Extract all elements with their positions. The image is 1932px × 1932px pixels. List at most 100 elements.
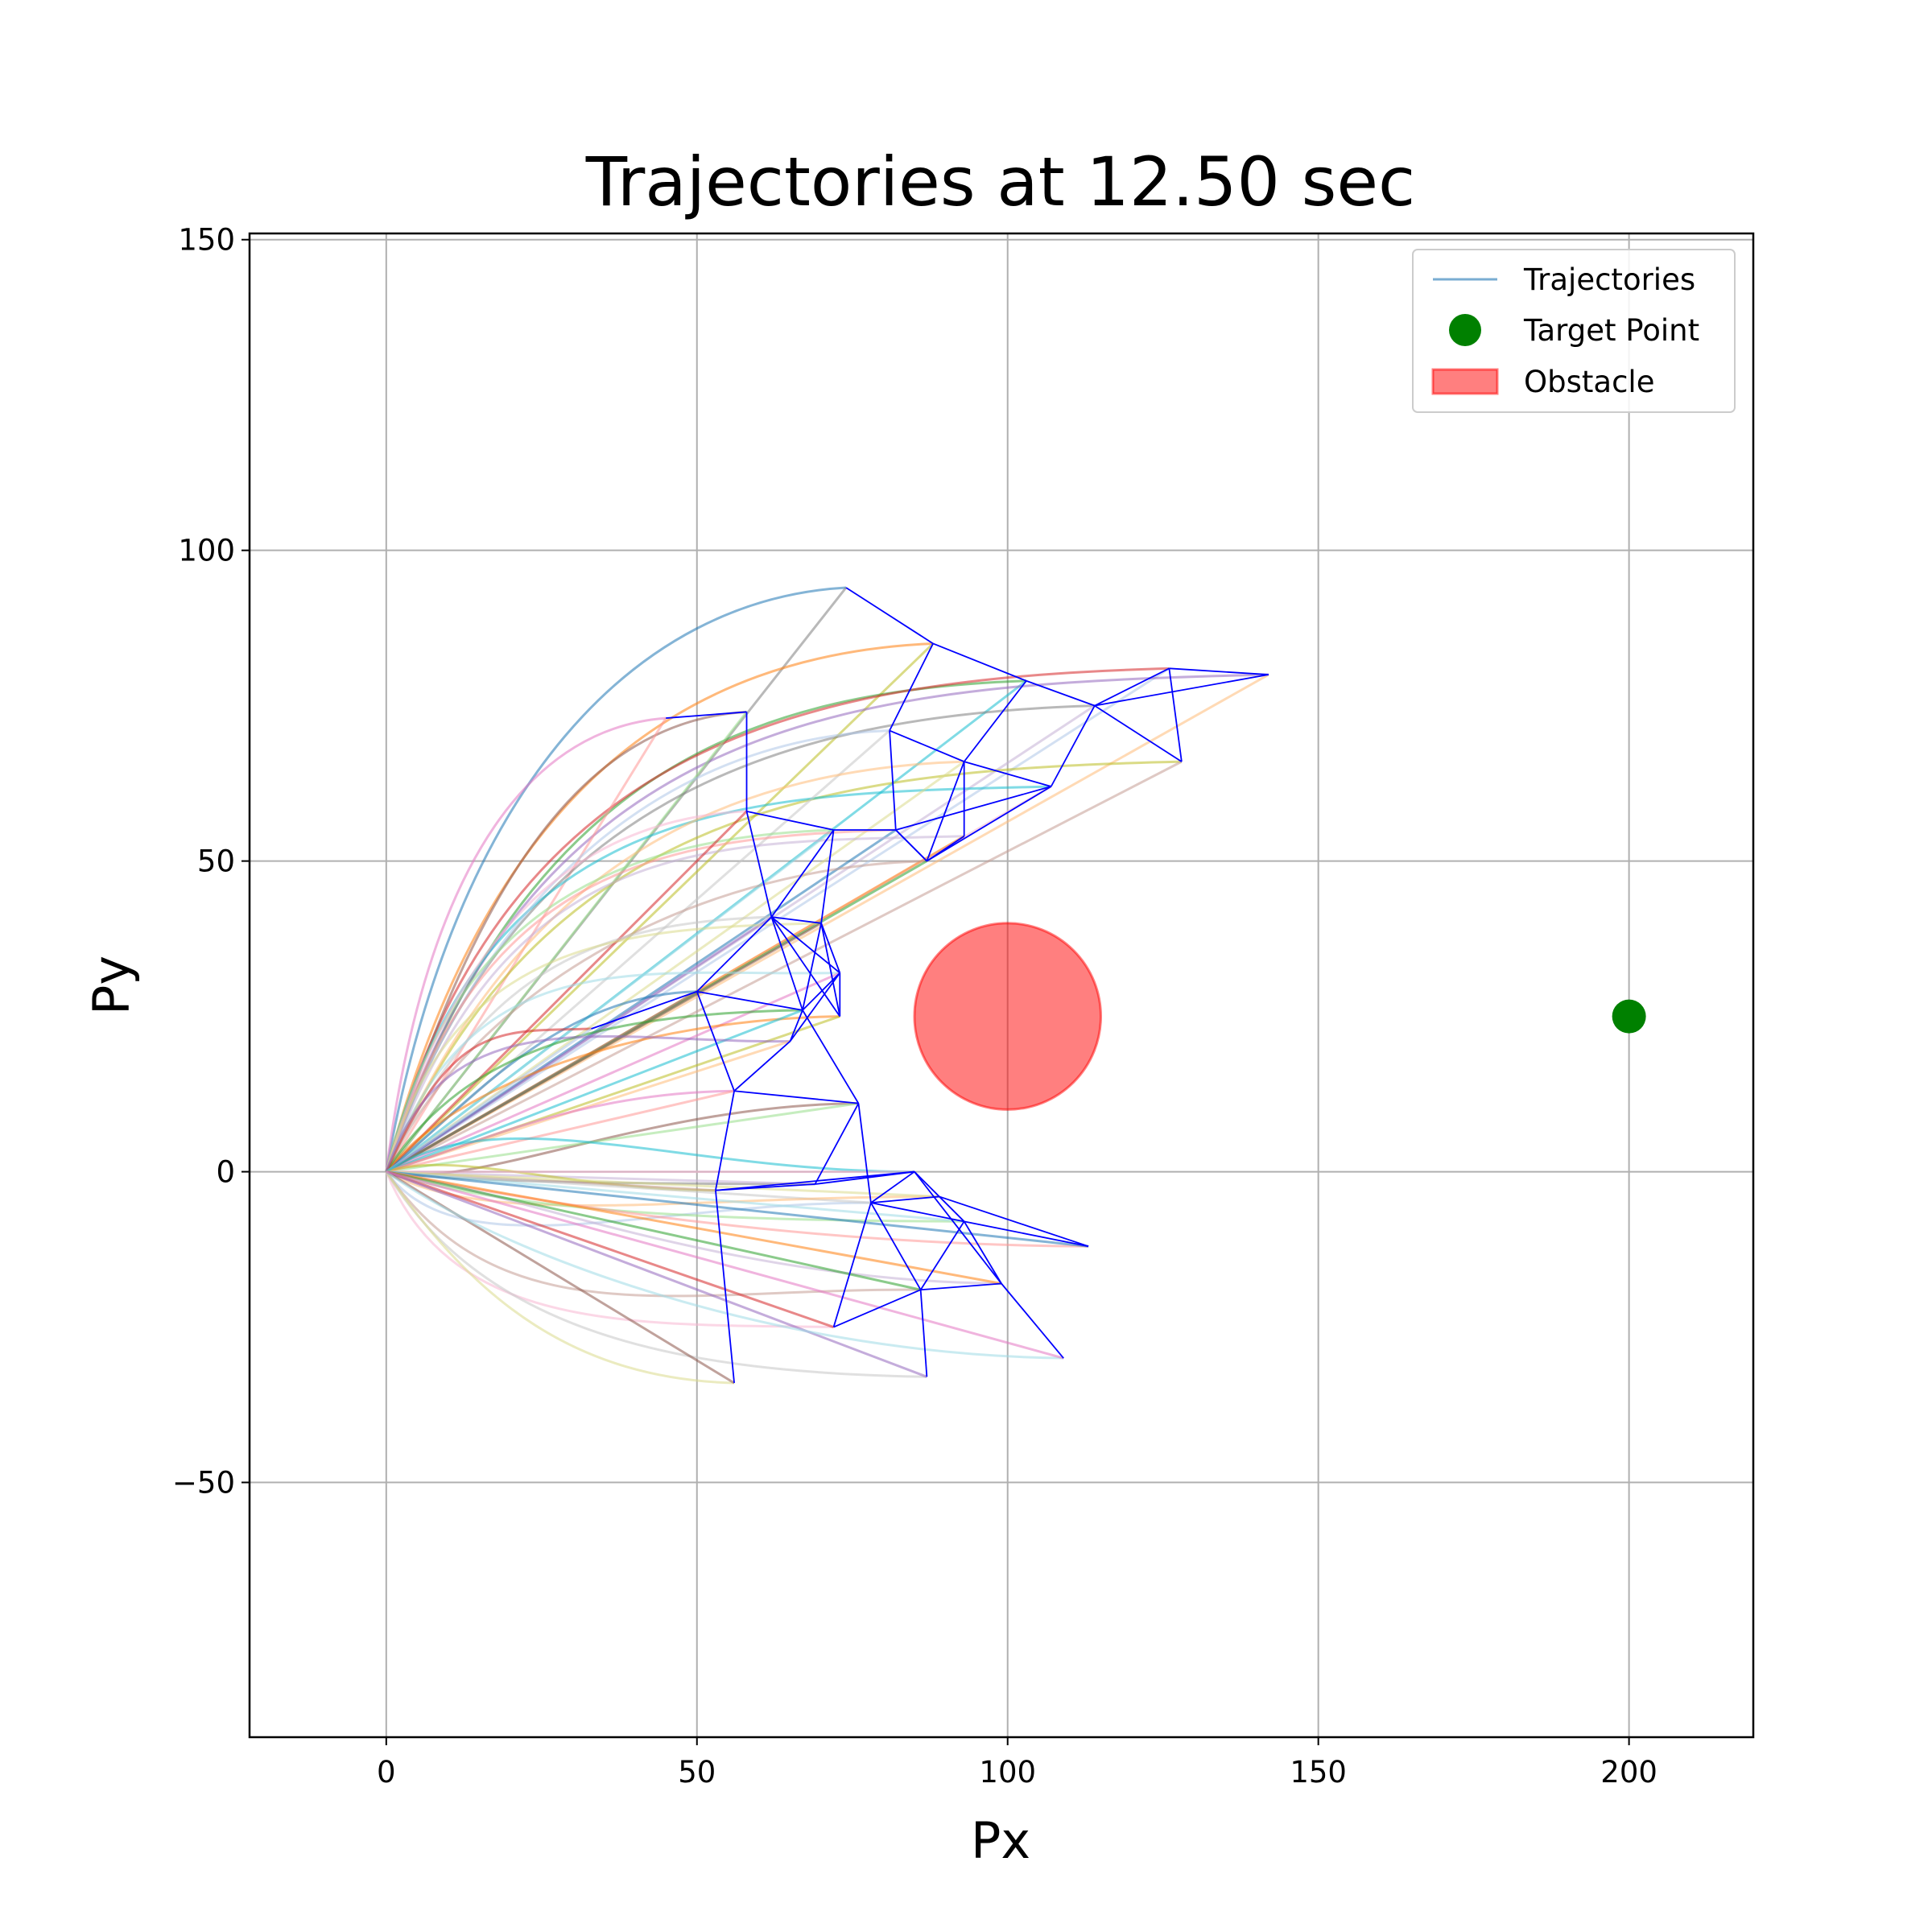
trajectories-layer	[385, 586, 1269, 1385]
network-edge	[895, 786, 1051, 831]
network-edge	[770, 916, 840, 974]
y-tick-label: −50	[172, 1466, 235, 1501]
network-edge	[789, 972, 841, 1042]
network-edge	[789, 1009, 803, 1042]
network-edge	[1094, 667, 1170, 707]
trajectory-line	[386, 1170, 1064, 1360]
plot-frame	[248, 232, 1755, 1739]
network-edge	[771, 916, 822, 924]
network-edge	[1168, 668, 1183, 762]
legend-trajectories-label: Trajectories	[1523, 262, 1695, 297]
x-tick-label: 50	[678, 1755, 716, 1790]
legend: Trajectories Target Point Obstacle	[1412, 249, 1736, 413]
trajectory-curve	[385, 922, 822, 1172]
network-edge	[814, 1103, 860, 1185]
network-edge	[920, 1282, 1002, 1291]
network-edge	[733, 1090, 859, 1104]
network-edge	[963, 1220, 1002, 1284]
trajectory-line	[385, 711, 748, 1173]
trajectory-line	[385, 915, 773, 1173]
trajectory-line	[385, 642, 935, 1173]
trajectory-curve	[385, 828, 896, 1173]
y-tick-label: 0	[216, 1155, 235, 1190]
network-edge	[857, 1103, 872, 1203]
network-edge	[715, 1170, 915, 1191]
network-edge	[715, 1091, 735, 1191]
network-edge	[820, 923, 841, 973]
trajectory-curve	[385, 760, 1182, 1173]
trajectory-line	[386, 1170, 921, 1291]
network-edge	[926, 761, 965, 861]
trajectory-line	[386, 1170, 835, 1328]
y-axis-label: Py	[82, 956, 141, 1015]
network-edge	[770, 916, 841, 1018]
network-edge	[666, 711, 747, 719]
network-edge	[895, 829, 928, 862]
trajectory-line	[386, 1170, 871, 1204]
x-axis-label: Px	[971, 1811, 1030, 1870]
legend-obstacle-label: Obstacle	[1524, 365, 1654, 399]
network-edge	[926, 786, 1052, 862]
trajectory-curve	[385, 1027, 592, 1173]
network-edge	[870, 1202, 964, 1223]
network-edge	[815, 1170, 915, 1185]
network-edge	[833, 1289, 922, 1328]
network-edge	[802, 923, 823, 1011]
trajectory-curve	[385, 586, 847, 1172]
trajectory-curve	[385, 860, 927, 1173]
trajectory-curve	[385, 1170, 1064, 1360]
trajectory-curve	[386, 1089, 735, 1174]
network-edge	[696, 990, 803, 1011]
trajectory-curve	[385, 760, 964, 1173]
trajectory-curve	[385, 835, 964, 1173]
network-edge	[964, 761, 1051, 787]
network-edge	[1094, 674, 1269, 707]
x-tick-label: 100	[979, 1755, 1036, 1790]
y-tick-label: 100	[178, 534, 235, 568]
trajectory-line	[385, 828, 835, 1173]
trajectory-line	[386, 760, 1183, 1173]
trajectory-curve	[385, 716, 667, 1172]
trajectory-curve	[385, 1015, 840, 1173]
trajectory-line	[386, 1089, 735, 1174]
network-edge	[845, 587, 934, 645]
network-edge	[802, 1009, 860, 1104]
network-edge	[914, 1171, 1002, 1285]
network-edge	[889, 729, 965, 762]
network-edge	[963, 680, 1027, 762]
formation-network-layer	[591, 587, 1269, 1384]
trajectory-curve	[385, 810, 747, 1172]
trajectory-curve	[385, 828, 834, 1172]
network-edge	[889, 730, 897, 831]
network-edge	[889, 643, 934, 731]
trajectory-line	[386, 1170, 939, 1198]
trajectory-curve	[385, 729, 890, 1173]
legend-target-swatch	[1449, 314, 1481, 346]
network-edge	[696, 991, 735, 1092]
y-axis-ticks: −50 0 50 100 150	[172, 223, 250, 1501]
legend-target-label: Target Point	[1523, 313, 1699, 348]
network-edge	[832, 1202, 872, 1327]
trajectory-line	[385, 810, 748, 1173]
trajectory-line	[386, 972, 840, 1173]
trajectory-curve	[386, 1137, 914, 1174]
y-tick-label: 150	[178, 223, 235, 258]
network-edge	[745, 811, 773, 918]
trajectory-line	[386, 667, 1170, 1173]
target-point	[1612, 999, 1646, 1034]
network-edge	[1001, 1282, 1064, 1359]
trajectory-curve	[385, 1170, 834, 1329]
network-edge	[770, 916, 803, 1011]
obstacle	[913, 922, 1103, 1111]
trajectory-line	[386, 1170, 927, 1378]
x-tick-label: 200	[1600, 1755, 1657, 1790]
trajectory-curve	[385, 1009, 803, 1173]
network-edge	[919, 1220, 965, 1290]
network-edge	[939, 1195, 1089, 1248]
legend-obstacle-swatch	[1431, 368, 1499, 395]
network-edge	[914, 1170, 940, 1198]
trajectory-line	[386, 1170, 1002, 1285]
network-edge	[926, 835, 965, 862]
network-edge	[870, 1195, 939, 1204]
